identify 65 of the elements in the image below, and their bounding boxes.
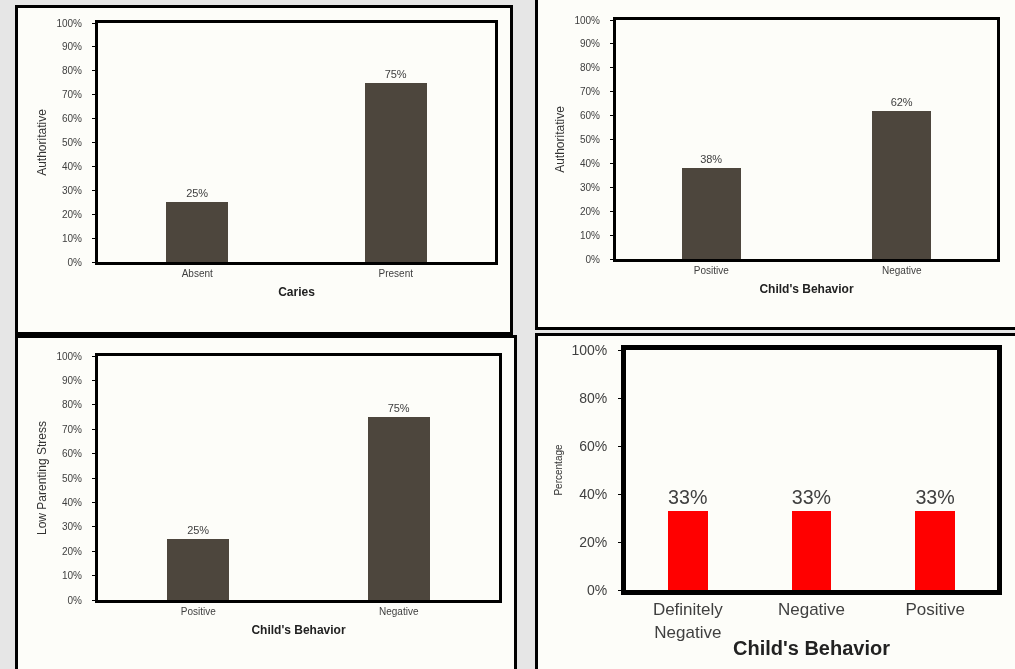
x-tick-label: Present	[378, 268, 414, 279]
y-tick-label: 90%	[61, 41, 83, 53]
y-tick-label: 50%	[61, 472, 83, 484]
y-tick-label: 80%	[61, 65, 83, 77]
y-tick-label: 60%	[579, 437, 608, 454]
y-tick-label: 30%	[579, 181, 601, 193]
y-tick-label: 20%	[579, 533, 608, 550]
y-tick-label: 80%	[579, 389, 608, 406]
y-tick-label: 80%	[61, 399, 83, 411]
y-axis-title: Authoritative	[34, 108, 49, 176]
y-tick-label: 50%	[61, 137, 83, 148]
y-tick-label: 20%	[61, 545, 83, 557]
y-tick-label: 30%	[61, 184, 83, 196]
y-tick-label: 0%	[586, 581, 608, 598]
data-label: 75%	[384, 67, 407, 80]
y-axis-title: Low Parenting Stress	[34, 420, 49, 536]
data-label: 38%	[700, 153, 723, 166]
y-tick-label: 10%	[579, 229, 601, 241]
y-tick-label: 100%	[56, 350, 83, 362]
y-tick-label: 70%	[61, 423, 83, 435]
y-tick-label: 40%	[579, 485, 608, 502]
data-label: 25%	[187, 524, 210, 536]
x-axis-title: Child's Behavior	[732, 637, 891, 659]
x-tick-label: Positive	[180, 606, 217, 617]
data-label: 25%	[186, 187, 209, 200]
y-tick-label: 0%	[67, 256, 83, 268]
x-axis-title: Child's Behavior	[759, 281, 854, 296]
y-tick-label: 100%	[56, 17, 83, 29]
x-tick-label: Negative	[777, 600, 846, 620]
y-tick-label: 90%	[61, 374, 83, 386]
y-tick-label: 0%	[67, 594, 83, 606]
x-axis-title: Child's Behavior	[251, 622, 346, 637]
data-label: 33%	[915, 485, 955, 508]
y-axis-title: Percentage	[553, 443, 565, 496]
y-tick-label: 40%	[61, 496, 83, 508]
y-axis-title: Authoritative	[552, 105, 567, 173]
y-tick-label: 50%	[579, 134, 601, 145]
data-label: 62%	[890, 95, 913, 108]
data-label: 33%	[668, 485, 708, 508]
y-tick-label: 100%	[571, 341, 608, 358]
data-label: 33%	[791, 485, 832, 508]
y-tick-label: 90%	[579, 38, 601, 50]
x-tick-label: Negative	[379, 606, 419, 617]
y-tick-label: 40%	[61, 160, 83, 172]
x-tick-label: Negative	[882, 265, 922, 276]
y-tick-label: 80%	[579, 62, 601, 74]
x-tick-label: Positive	[693, 265, 730, 276]
x-tick-label: Absent	[181, 268, 214, 279]
x-tick-label: Definitely Negative	[652, 600, 724, 642]
y-tick-label: 70%	[579, 86, 601, 98]
y-tick-label: 100%	[574, 14, 601, 26]
x-tick-label: Positive	[905, 600, 965, 620]
data-label: 75%	[387, 402, 410, 414]
y-tick-label: 20%	[579, 205, 601, 217]
y-tick-label: 60%	[579, 110, 601, 122]
y-tick-label: 10%	[61, 570, 83, 582]
y-tick-label: 30%	[61, 521, 83, 533]
y-tick-label: 20%	[61, 208, 83, 220]
y-tick-label: 60%	[61, 113, 83, 125]
y-tick-label: 0%	[585, 253, 601, 265]
y-tick-label: 60%	[61, 448, 83, 460]
y-tick-label: 70%	[61, 89, 83, 101]
x-axis-title: Caries	[278, 284, 316, 299]
y-tick-label: 10%	[61, 232, 83, 244]
y-tick-label: 40%	[579, 157, 601, 169]
